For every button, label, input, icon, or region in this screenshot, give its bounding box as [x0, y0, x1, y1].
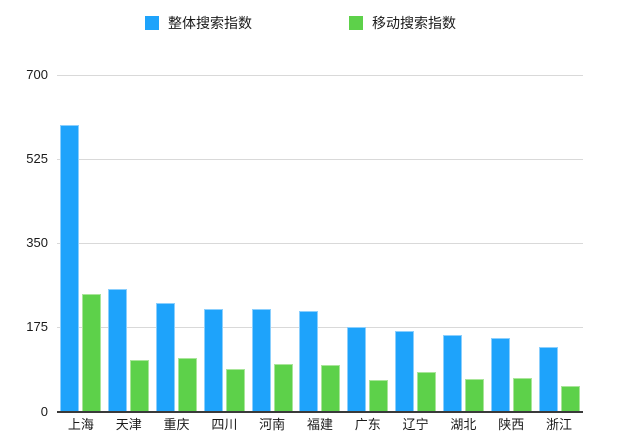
bar-湖北-移动搜索指数	[464, 378, 484, 412]
gridline	[57, 243, 583, 244]
bar-重庆-整体搜索指数	[156, 303, 176, 412]
bar-浙江-整体搜索指数	[538, 347, 558, 412]
legend-item-overall-search-index[interactable]: 整体搜索指数	[145, 14, 252, 32]
y-axis-tick-label: 350	[26, 235, 48, 250]
bar-福建-整体搜索指数	[299, 311, 319, 412]
bar-福建-移动搜索指数	[321, 364, 341, 412]
bar-group-湖北	[440, 75, 488, 412]
bar-groups	[57, 75, 583, 412]
y-axis-tick-label: 525	[26, 150, 48, 166]
bar-上海-移动搜索指数	[82, 293, 102, 412]
x-axis-line	[57, 410, 583, 413]
gridline	[57, 74, 583, 76]
bar-group-重庆	[153, 75, 201, 412]
bar-陕西-整体搜索指数	[490, 337, 510, 412]
legend-label-mobile-search-index: 移动搜索指数	[372, 15, 456, 31]
x-axis-label-湖北: 湖北	[450, 417, 477, 432]
y-axis-tick-label: 0	[40, 403, 48, 419]
y-axis-tick-label: 700	[26, 66, 48, 82]
bar-河南-整体搜索指数	[251, 309, 271, 412]
x-axis-label-陕西: 陕西	[498, 417, 525, 432]
x-axis-label-浙江: 浙江	[546, 417, 573, 432]
bar-四川-移动搜索指数	[225, 369, 245, 412]
x-axis-label-广东: 广东	[354, 417, 381, 432]
bar-天津-整体搜索指数	[108, 288, 128, 412]
gridline	[57, 158, 583, 160]
bar-陕西-移动搜索指数	[512, 377, 532, 412]
bar-四川-整体搜索指数	[203, 309, 223, 412]
bar-group-陕西	[487, 75, 535, 412]
bar-group-天津	[105, 75, 153, 412]
bar-浙江-移动搜索指数	[560, 385, 580, 412]
bar-group-河南	[248, 75, 296, 412]
bar-group-浙江	[535, 75, 583, 412]
x-axis-label-天津: 天津	[115, 417, 142, 432]
bar-天津-移动搜索指数	[130, 359, 150, 412]
x-axis-label-福建: 福建	[306, 417, 333, 432]
x-axis-label-上海: 上海	[67, 417, 94, 432]
legend-swatch-overall-search-index	[145, 16, 159, 30]
bar-group-广东	[344, 75, 392, 412]
x-axis-label-辽宁: 辽宁	[402, 417, 429, 432]
bar-广东-移动搜索指数	[369, 379, 389, 412]
bar-group-辽宁	[392, 75, 440, 412]
legend-swatch-mobile-search-index	[349, 16, 363, 30]
bar-上海-整体搜索指数	[60, 125, 80, 412]
bar-group-四川	[200, 75, 248, 412]
x-axis: 上海 天津 重庆 四川 河南 福建 广东 辽宁 湖北 陕西 浙江	[57, 417, 583, 432]
bar-group-上海	[57, 75, 105, 412]
bar-重庆-移动搜索指数	[178, 358, 198, 412]
legend-label-overall-search-index: 整体搜索指数	[168, 15, 252, 31]
gridline	[57, 327, 583, 329]
plot-area	[57, 74, 583, 413]
bar-湖北-整体搜索指数	[442, 335, 462, 412]
x-axis-label-四川: 四川	[211, 417, 238, 432]
legend-item-mobile-search-index[interactable]: 移动搜索指数	[349, 14, 456, 32]
x-axis-label-重庆: 重庆	[163, 417, 190, 432]
y-axis-tick-label: 175	[26, 319, 48, 335]
bar-河南-移动搜索指数	[273, 364, 293, 412]
bar-广东-整体搜索指数	[347, 327, 367, 412]
bar-辽宁-移动搜索指数	[417, 372, 437, 412]
bar-辽宁-整体搜索指数	[395, 330, 415, 412]
bar-group-福建	[296, 75, 344, 412]
x-axis-label-河南: 河南	[259, 417, 286, 432]
